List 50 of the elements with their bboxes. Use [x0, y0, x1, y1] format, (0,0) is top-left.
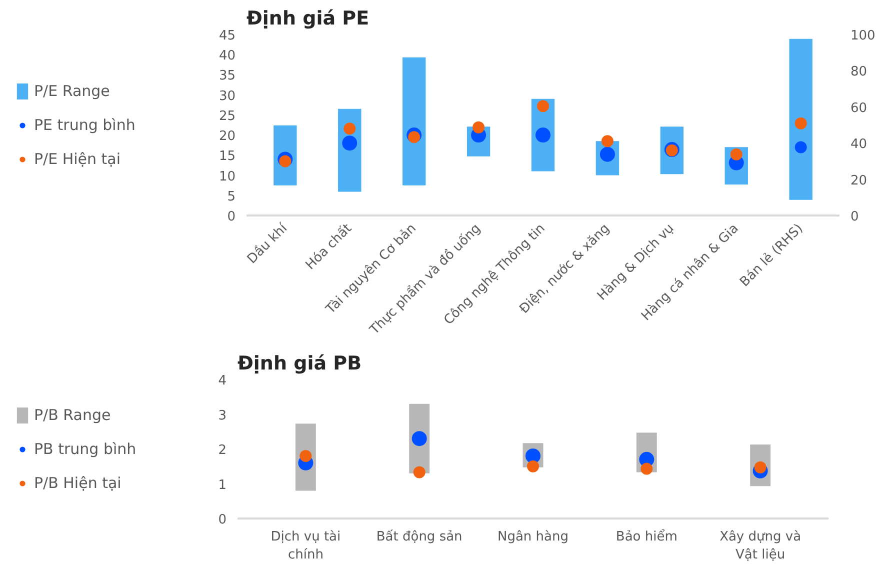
y-tick-label: 0 — [218, 512, 227, 528]
legend-label: PB trung bình — [34, 440, 136, 458]
y-tick-label: 45 — [218, 28, 236, 44]
x-tick-label: Dịch vụ tài chính — [270, 530, 341, 562]
point — [640, 462, 653, 475]
point — [527, 460, 539, 472]
legend-label: P/E Range — [34, 82, 110, 100]
point — [300, 450, 312, 462]
y-tick-label: 3 — [218, 408, 227, 424]
point — [413, 466, 426, 478]
y2-tick-label: 0 — [850, 210, 859, 224]
y-tick-label: 40 — [218, 48, 236, 64]
chart-title: Định giá PE — [246, 8, 370, 30]
x-tick-label: Xây dựng và Vật liệu — [720, 530, 802, 562]
y-tick-label: 4 — [218, 374, 227, 388]
y-tick-label: 15 — [218, 149, 236, 164]
y-tick-label: 2 — [218, 443, 227, 458]
y-tick-label: 35 — [218, 68, 236, 84]
y2-tick-label: 100 — [850, 28, 876, 44]
point — [537, 100, 549, 112]
point — [344, 122, 356, 135]
legend-label: P/E Hiện tại — [34, 150, 121, 168]
x-tick-label: Dầu khí — [244, 220, 291, 267]
y-tick-label: 20 — [218, 129, 236, 144]
x-tick-label: Ngân hàng — [497, 530, 569, 544]
y-tick-label: 5 — [227, 189, 236, 204]
point — [342, 136, 358, 151]
point — [730, 148, 742, 160]
point — [408, 131, 420, 144]
y-tick-label: 10 — [218, 169, 236, 184]
y-tick-label: 30 — [218, 88, 236, 104]
point — [601, 135, 614, 148]
legend-label: P/B Hiện tại — [34, 474, 122, 492]
y-tick-label: 25 — [218, 108, 236, 124]
point — [412, 431, 427, 446]
legend-label: P/B Range — [34, 406, 111, 424]
chart-title: Định giá PB — [238, 352, 362, 374]
point — [536, 128, 550, 143]
x-tick-label: Bất động sản — [376, 530, 462, 544]
y2-tick-label: 80 — [850, 64, 868, 80]
y2-tick-label: 40 — [850, 137, 868, 152]
point — [472, 121, 485, 134]
point — [279, 155, 292, 168]
y-tick-label: 1 — [218, 478, 227, 493]
y-tick-label: 0 — [227, 210, 236, 224]
legend-label: PE trung bình — [34, 116, 136, 134]
y2-tick-label: 60 — [850, 100, 868, 116]
bar — [402, 57, 426, 186]
x-tick-label: Bảo hiểm — [616, 528, 678, 544]
y2-tick-label: 20 — [850, 173, 868, 188]
